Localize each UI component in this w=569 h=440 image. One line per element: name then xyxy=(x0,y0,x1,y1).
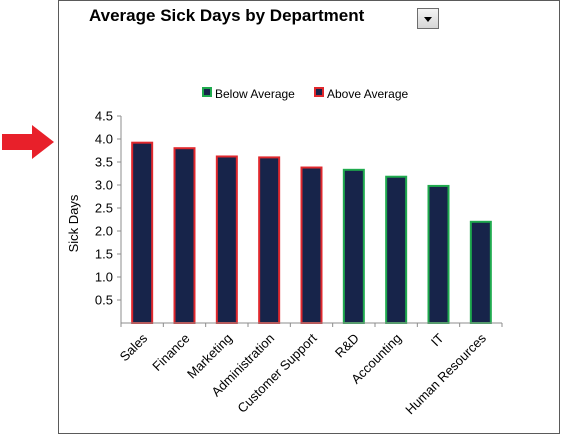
y-tick-label: 4.0 xyxy=(95,132,113,147)
legend-item-below-average: Below Average xyxy=(202,87,295,101)
legend-item-above-average: Above Average xyxy=(314,87,408,101)
arrow-shape xyxy=(2,125,54,159)
bar-accounting xyxy=(385,175,408,324)
x-tick-label: Human Resources xyxy=(402,330,489,417)
x-tick-label: Customer Support xyxy=(234,330,319,415)
legend-swatch-below xyxy=(202,87,212,97)
bars xyxy=(131,141,492,324)
bar-finance xyxy=(173,147,196,324)
legend-swatch-above xyxy=(314,87,324,97)
chart-dropdown-button[interactable] xyxy=(417,8,439,29)
chart-title: Average Sick Days by Department xyxy=(89,6,365,25)
x-tick-label: Sales xyxy=(117,330,151,364)
bar-human-resources xyxy=(469,220,492,324)
bar-administration xyxy=(258,156,281,324)
bar-it xyxy=(427,184,450,324)
y-tick-label: 1.5 xyxy=(95,247,113,262)
y-tick-label: 4.5 xyxy=(95,109,113,124)
y-tick-label: 2.5 xyxy=(95,201,113,216)
y-tick-label: 2.0 xyxy=(95,224,113,239)
y-tick-label: 3.0 xyxy=(95,178,113,193)
y-tick-label: 0.5 xyxy=(95,293,113,308)
x-tick-label: Finance xyxy=(149,331,192,374)
y-axis: 0.5 1.0 1.5 2.0 2.5 3.0 3.5 4.0 4.5 xyxy=(95,109,122,323)
y-tick-label: 1.0 xyxy=(95,270,113,285)
legend-label-below: Below Average xyxy=(215,87,295,101)
y-tick-label: 3.5 xyxy=(95,155,113,170)
x-tick-label: IT xyxy=(428,330,447,349)
bar-marketing xyxy=(215,155,238,324)
chevron-down-icon xyxy=(424,17,432,22)
y-axis-label: Sick Days xyxy=(66,194,81,252)
x-axis: Sales FinanceMarketingAdministrationCusto… xyxy=(117,322,503,417)
bar-r-d xyxy=(342,168,365,324)
x-tick-label: R&D xyxy=(332,331,362,361)
bar-customer-support xyxy=(300,166,323,324)
arrow-right-icon xyxy=(2,125,54,159)
legend-label-above: Above Average xyxy=(327,87,409,101)
bar-sales xyxy=(131,141,154,324)
